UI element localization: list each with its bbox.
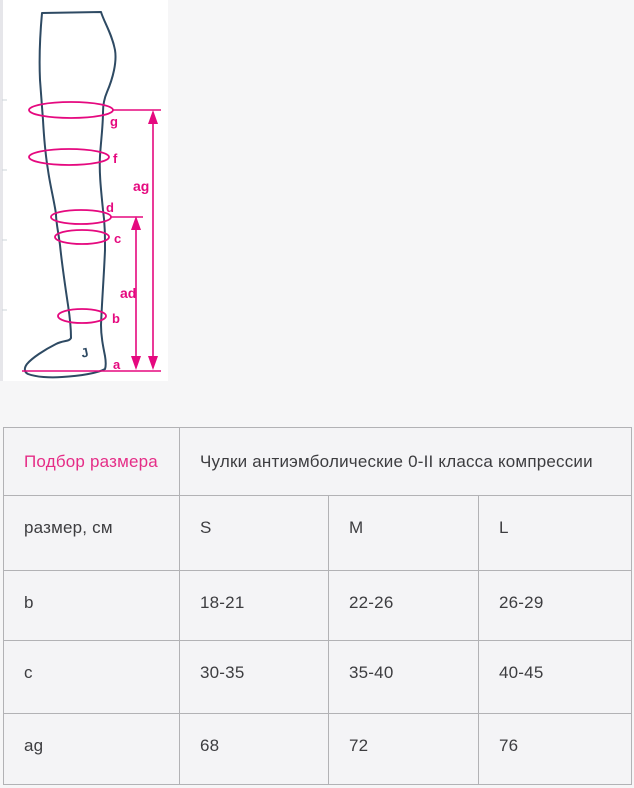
value-b-l: 26-29 — [479, 571, 632, 641]
value-c-m: 35-40 — [329, 641, 479, 714]
row-label-c: c — [4, 641, 180, 714]
size-cell-s: S — [180, 496, 329, 571]
label-f: f — [113, 151, 118, 166]
value-ag-s: 68 — [180, 714, 329, 785]
value-c-l: 40-45 — [479, 641, 632, 714]
label-a: a — [113, 357, 121, 372]
size-cell-l: L — [479, 496, 632, 571]
value-c-s: 30-35 — [180, 641, 329, 714]
label-d: d — [106, 200, 114, 215]
row-label-b: b — [4, 571, 180, 641]
measurement-ellipse-d — [50, 209, 112, 225]
value-b-s: 18-21 — [180, 571, 329, 641]
value-ag-l: 76 — [479, 714, 632, 785]
photo-edge-strip — [0, 0, 3, 381]
ankle-mark: J — [80, 344, 90, 360]
table-header-product: Чулки антиэмболические 0-II класса компр… — [180, 428, 632, 496]
label-ad: ad — [120, 285, 136, 301]
leg-outline — [23, 11, 117, 379]
photo-edge-ticks — [2, 99, 7, 311]
measurement-ellipse-f — [28, 148, 110, 166]
leg-diagram-svg: J — [0, 0, 161, 381]
measurement-ellipse-c — [54, 229, 110, 245]
label-c: c — [114, 231, 121, 246]
value-ag-m: 72 — [329, 714, 479, 785]
table-header-size-selection: Подбор размера — [4, 428, 180, 496]
label-b: b — [112, 311, 120, 326]
arrow-ad — [131, 216, 141, 370]
arrow-ag — [148, 110, 158, 370]
size-cell-m: M — [329, 496, 479, 571]
measurement-ellipse-b — [57, 308, 107, 324]
label-ag: ag — [133, 178, 149, 194]
leg-measurement-diagram: J — [0, 0, 168, 381]
value-b-m: 22-26 — [329, 571, 479, 641]
row-label-ag: ag — [4, 714, 180, 785]
size-table: Подбор размера Чулки антиэмболические 0-… — [3, 427, 632, 785]
label-g: g — [110, 114, 118, 129]
row-label-size-cm: размер, см — [4, 496, 180, 571]
